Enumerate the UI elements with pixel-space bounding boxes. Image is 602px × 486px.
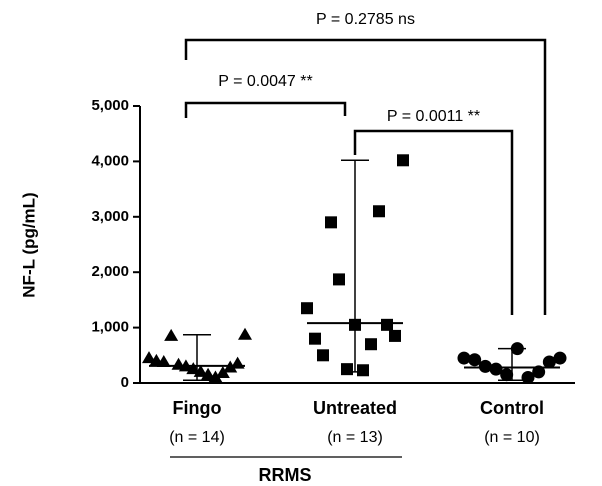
p-value-label: P = 0.0011 ** [387,108,480,125]
data-point [357,364,369,377]
data-point [215,366,230,379]
data-point [457,351,471,365]
data-point [510,342,524,356]
data-point [238,327,252,340]
y-axis-label: NF-L (pg/mL) [19,192,38,297]
data-point [500,368,514,382]
data-point [341,363,353,376]
data-point [397,154,409,167]
significance-bracket [184,101,347,118]
data-point [373,205,385,218]
group-label: RRMS [259,465,312,485]
p-value-label: P = 0.2785 ns [316,11,415,28]
y-tick-label: 2,000 [91,263,129,280]
data-point [208,370,223,383]
data-point [193,364,208,377]
data-point [389,329,401,342]
data-point [178,359,193,372]
data-point [365,338,377,351]
data-point [325,216,337,229]
x-tick-label: Fingo [173,398,222,418]
y-tick-label: 0 [121,374,129,391]
data-point [317,349,329,362]
data-point [156,354,171,367]
n-label: (n = 10) [484,429,540,446]
data-point [301,302,313,315]
data-point [489,362,503,376]
y-tick-label: 5,000 [91,97,129,114]
data-point [142,351,156,364]
data-point [381,318,393,331]
data-point [542,355,556,369]
data-point [349,318,361,331]
p-value-label: P = 0.0047 ** [218,73,312,90]
data-point [186,362,201,375]
data-point [521,370,535,384]
data-point [201,367,216,380]
data-point [164,328,179,341]
data-point [223,360,238,373]
n-label: (n = 14) [169,429,225,446]
x-tick-label: Control [480,398,544,418]
data-point [468,353,482,367]
x-tick-label: Untreated [313,398,397,418]
data-point [309,332,321,345]
significance-bracket [184,38,547,315]
data-point [230,356,245,369]
data-point [478,359,492,373]
n-label: (n = 13) [327,429,383,446]
y-tick-label: 4,000 [91,152,129,169]
significance-bracket [353,129,514,315]
data-point [333,273,345,286]
data-point [532,365,546,379]
y-tick-label: 3,000 [91,208,129,225]
data-point [553,351,567,365]
y-tick-label: 1,000 [91,319,129,336]
